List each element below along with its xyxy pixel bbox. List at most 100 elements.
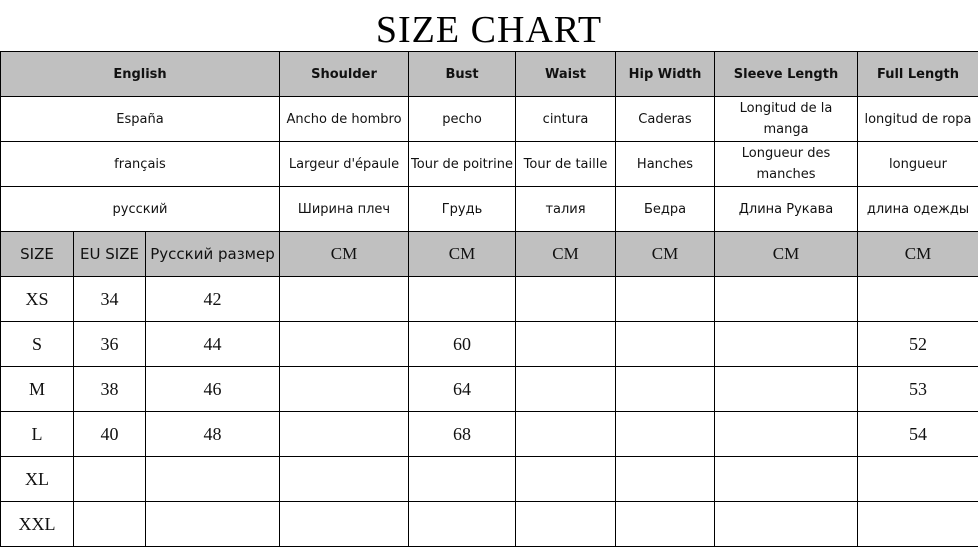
measurement-cell bbox=[279, 276, 409, 322]
translation-cell: pecho bbox=[408, 96, 516, 142]
measurement-cell bbox=[615, 276, 715, 322]
eu-size-cell: 38 bbox=[73, 366, 146, 412]
measurement-cell bbox=[515, 411, 616, 457]
measurement-cell bbox=[279, 411, 409, 457]
size-cell: M bbox=[0, 366, 74, 412]
header-full-length: Full Length bbox=[857, 51, 978, 97]
measurement-cell bbox=[279, 321, 409, 367]
measurement-cell: 60 bbox=[408, 321, 516, 367]
size-row: XXL bbox=[0, 501, 978, 547]
translation-cell: Грудь bbox=[408, 186, 516, 232]
measurement-cell: 64 bbox=[408, 366, 516, 412]
language-label: français bbox=[0, 141, 280, 187]
translation-cell: Длина Рукава bbox=[714, 186, 858, 232]
measurement-cell bbox=[515, 456, 616, 502]
header-row: English Shoulder Bust Waist Hip Width Sl… bbox=[0, 51, 978, 97]
translation-cell: longitud de ropa bbox=[857, 96, 978, 142]
measurement-cell bbox=[714, 366, 858, 412]
measurement-cell: 52 bbox=[857, 321, 978, 367]
measurement-cell bbox=[408, 276, 516, 322]
size-chart-table: English Shoulder Bust Waist Hip Width Sl… bbox=[0, 51, 978, 547]
page-title: SIZE CHART bbox=[375, 9, 603, 51]
measurement-cell bbox=[515, 366, 616, 412]
subheader-row: SIZE EU SIZE Русский размер CM CM CM CM CM CM bbox=[0, 231, 978, 277]
header-waist: Waist bbox=[515, 51, 616, 97]
ru-size-cell bbox=[145, 456, 280, 502]
measurement-cell bbox=[615, 366, 715, 412]
ru-size-cell: 42 bbox=[145, 276, 280, 322]
translation-row: français Largeur d'épaule Tour de poitrine… bbox=[0, 141, 978, 187]
eu-size-cell bbox=[73, 501, 146, 547]
size-cell: L bbox=[0, 411, 74, 457]
translation-cell: longueur bbox=[857, 141, 978, 187]
measurement-cell bbox=[714, 456, 858, 502]
measurement-cell bbox=[515, 321, 616, 367]
measurement-cell bbox=[857, 276, 978, 322]
translation-cell: cintura bbox=[515, 96, 616, 142]
measurement-cell bbox=[714, 321, 858, 367]
eu-size-cell bbox=[73, 456, 146, 502]
translation-cell: Largeur d'épaule bbox=[279, 141, 409, 187]
ru-size-cell bbox=[145, 501, 280, 547]
translation-cell: Caderas bbox=[615, 96, 715, 142]
subheader-ru-size: Русский размер bbox=[145, 231, 280, 277]
translation-row: русский Ширина плеч Грудь талия Бедра Длина Р… bbox=[0, 186, 978, 232]
measurement-cell bbox=[714, 501, 858, 547]
translation-cell: Tour de poitrine bbox=[408, 141, 516, 187]
header-sleeve-length: Sleeve Length bbox=[714, 51, 858, 97]
header-bust: Bust bbox=[408, 51, 516, 97]
measurement-cell bbox=[615, 456, 715, 502]
size-row: M 38 46 64 53 bbox=[0, 366, 978, 412]
eu-size-cell: 40 bbox=[73, 411, 146, 457]
measurement-cell bbox=[615, 321, 715, 367]
subheader-size: SIZE bbox=[0, 231, 74, 277]
unit-cell: CM bbox=[714, 231, 858, 277]
measurement-cell bbox=[615, 411, 715, 457]
header-english: English bbox=[0, 51, 280, 97]
header-hip-width: Hip Width bbox=[615, 51, 715, 97]
eu-size-cell: 34 bbox=[73, 276, 146, 322]
measurement-cell bbox=[714, 276, 858, 322]
translation-cell: Tour de taille bbox=[515, 141, 616, 187]
translation-cell: Бедра bbox=[615, 186, 715, 232]
measurement-cell bbox=[857, 501, 978, 547]
unit-cell: CM bbox=[515, 231, 616, 277]
measurement-cell bbox=[714, 411, 858, 457]
translation-cell: Hanches bbox=[615, 141, 715, 187]
measurement-cell bbox=[515, 276, 616, 322]
ru-size-cell: 46 bbox=[145, 366, 280, 412]
measurement-cell bbox=[857, 456, 978, 502]
measurement-cell bbox=[279, 456, 409, 502]
measurement-cell: 54 bbox=[857, 411, 978, 457]
unit-cell: CM bbox=[615, 231, 715, 277]
unit-cell: CM bbox=[279, 231, 409, 277]
translation-cell: талия bbox=[515, 186, 616, 232]
ru-size-cell: 48 bbox=[145, 411, 280, 457]
size-cell: XS bbox=[0, 276, 74, 322]
language-label: España bbox=[0, 96, 280, 142]
ru-size-cell: 44 bbox=[145, 321, 280, 367]
measurement-cell bbox=[279, 366, 409, 412]
size-row: S 36 44 60 52 bbox=[0, 321, 978, 367]
size-cell: XL bbox=[0, 456, 74, 502]
subheader-eu-size: EU SIZE bbox=[73, 231, 146, 277]
measurement-cell bbox=[408, 456, 516, 502]
measurement-cell bbox=[408, 501, 516, 547]
translation-cell: Longueur des manches bbox=[714, 141, 858, 187]
measurement-cell bbox=[515, 501, 616, 547]
translation-cell: Longitud de la manga bbox=[714, 96, 858, 142]
unit-cell: CM bbox=[408, 231, 516, 277]
measurement-cell bbox=[615, 501, 715, 547]
measurement-cell: 53 bbox=[857, 366, 978, 412]
measurement-cell bbox=[279, 501, 409, 547]
translation-cell: Ancho de hombro bbox=[279, 96, 409, 142]
size-row: XL bbox=[0, 456, 978, 502]
translation-cell: Ширина плеч bbox=[279, 186, 409, 232]
translation-row: España Ancho de hombro pecho cintura Caderas… bbox=[0, 96, 978, 142]
language-label: русский bbox=[0, 186, 280, 232]
measurement-cell: 68 bbox=[408, 411, 516, 457]
eu-size-cell: 36 bbox=[73, 321, 146, 367]
size-cell: S bbox=[0, 321, 74, 367]
unit-cell: CM bbox=[857, 231, 978, 277]
size-cell: XXL bbox=[0, 501, 74, 547]
